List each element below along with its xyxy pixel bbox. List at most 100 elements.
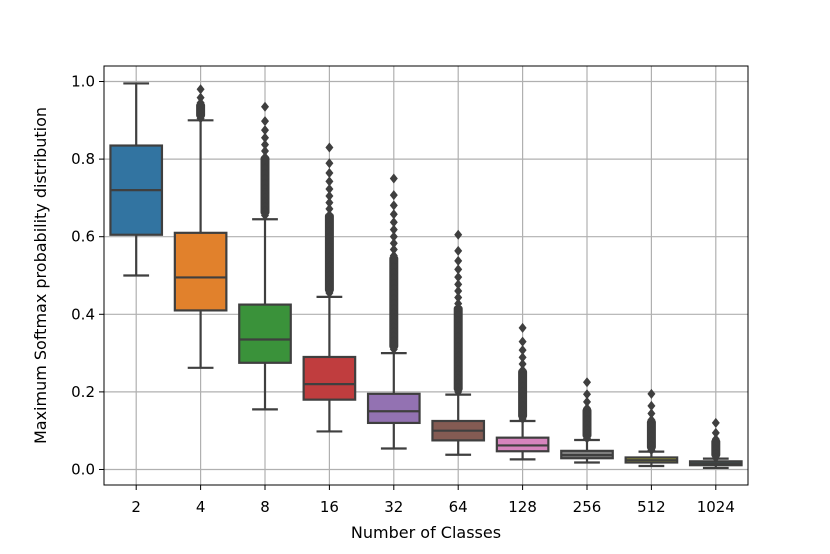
x-tick-label: 32 xyxy=(384,498,403,516)
outlier-point xyxy=(261,146,269,157)
outlier-point xyxy=(389,224,398,235)
outlier-point xyxy=(711,434,720,445)
outliers xyxy=(260,101,270,221)
ticks-layer: 0.0 0.2 0.4 0.6 0.8 1.0 2 4 8 16 32 64 128 256 512 1024 xyxy=(71,73,735,516)
outlier-point xyxy=(454,331,463,342)
outlier-point xyxy=(389,344,398,355)
y-tick-label: 0.8 xyxy=(71,150,95,168)
y-tick-label: 0.0 xyxy=(71,460,95,478)
outlier-point xyxy=(454,264,463,275)
box-iqr xyxy=(238,303,292,364)
outlier-point xyxy=(261,168,269,179)
outlier-point xyxy=(261,101,269,112)
box-8 xyxy=(238,101,292,411)
outlier-point xyxy=(389,244,398,255)
outlier-point xyxy=(325,168,334,179)
x-tick-label: 64 xyxy=(449,498,468,516)
outlier-point xyxy=(454,286,463,297)
x-tick-label: 512 xyxy=(637,498,666,516)
outliers xyxy=(518,322,528,425)
y-axis-label: Maximum Softmax probability distribution xyxy=(31,107,50,444)
y-tick-label: 0.4 xyxy=(71,305,95,323)
outliers xyxy=(582,377,592,444)
outlier-point xyxy=(325,209,334,220)
outlier-point xyxy=(647,408,656,419)
outlier-point xyxy=(711,427,720,438)
outlier-point xyxy=(325,215,334,226)
outlier-point xyxy=(647,420,656,431)
outlier-point xyxy=(261,139,269,150)
x-tick-label: 16 xyxy=(320,498,339,516)
outlier-point xyxy=(711,417,720,428)
outlier-point xyxy=(261,163,269,174)
x-tick-label: 256 xyxy=(573,498,602,516)
y-tick-label: 1.0 xyxy=(71,73,95,91)
outlier-point xyxy=(261,125,269,136)
outlier-point xyxy=(389,231,398,242)
outlier-point xyxy=(389,278,398,289)
outlier-point xyxy=(389,273,398,284)
outlier-point xyxy=(261,157,269,168)
outlier-point xyxy=(325,232,334,243)
outlier-point xyxy=(711,452,720,463)
outlier-point xyxy=(325,158,334,169)
outlier-point xyxy=(389,262,398,273)
outlier-point xyxy=(389,238,398,249)
outlier-point xyxy=(325,190,334,201)
outlier-point xyxy=(454,292,463,303)
outlier-point xyxy=(454,272,463,283)
outlier-point xyxy=(196,84,205,95)
outlier-point xyxy=(261,152,269,163)
outlier-point xyxy=(583,403,591,414)
box-4 xyxy=(173,84,228,369)
outlier-point xyxy=(583,433,591,444)
outlier-point xyxy=(518,414,527,425)
outlier-point xyxy=(454,386,463,397)
outlier-point xyxy=(454,255,463,266)
outlier-point xyxy=(389,209,398,220)
outlier-point xyxy=(518,352,527,363)
outlier-point xyxy=(389,190,398,201)
x-tick-label: 4 xyxy=(196,498,206,516)
outlier-point xyxy=(518,370,527,381)
box-1024 xyxy=(688,417,743,470)
box-iqr xyxy=(302,355,357,401)
outlier-point xyxy=(454,245,463,256)
outlier-point xyxy=(518,336,527,347)
outlier-point xyxy=(261,116,269,127)
outlier-point xyxy=(389,200,398,211)
outlier-point xyxy=(196,92,205,103)
box-128 xyxy=(495,322,550,461)
outlier-point xyxy=(647,414,656,425)
outlier-point xyxy=(518,365,527,376)
outlier-point xyxy=(389,283,398,294)
outlier-point xyxy=(389,256,398,267)
y-tick-label: 0.6 xyxy=(71,228,95,246)
x-axis-label: Number of Classes xyxy=(351,523,501,542)
outlier-point xyxy=(389,217,398,228)
outliers xyxy=(711,417,721,463)
outliers xyxy=(646,388,656,456)
outlier-point xyxy=(518,345,527,356)
outlier-point xyxy=(454,326,463,337)
outlier-point xyxy=(647,445,656,456)
outlier-point xyxy=(325,226,334,237)
outlier-point xyxy=(196,113,205,124)
outlier-point xyxy=(325,203,334,214)
outlier-point xyxy=(518,322,527,333)
y-tick-label: 0.2 xyxy=(71,383,95,401)
outlier-point xyxy=(454,304,463,315)
x-tick-label: 8 xyxy=(260,498,270,516)
outlier-point xyxy=(325,176,334,187)
outlier-point xyxy=(325,183,334,194)
outlier-point xyxy=(518,376,527,387)
outliers xyxy=(324,142,334,298)
plot-frame xyxy=(103,65,749,486)
outlier-point xyxy=(389,267,398,278)
outliers xyxy=(196,84,206,124)
outlier-point xyxy=(325,237,334,248)
x-tick-label: 1024 xyxy=(697,498,735,516)
outlier-point xyxy=(389,250,398,261)
outlier-point xyxy=(583,389,591,400)
box-iqr xyxy=(366,392,421,425)
